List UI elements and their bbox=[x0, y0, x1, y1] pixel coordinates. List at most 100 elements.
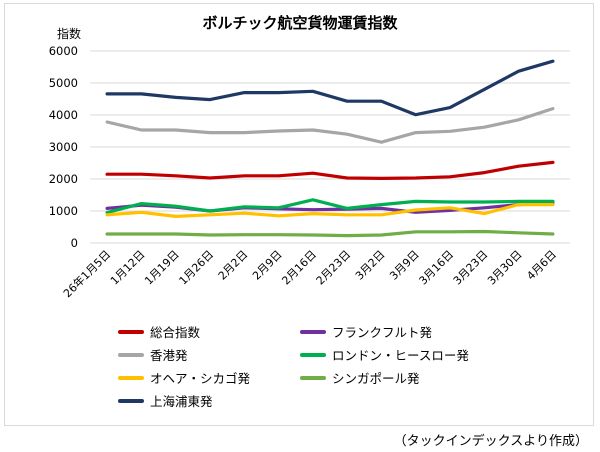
series-line-2 bbox=[105, 106, 555, 144]
data-point bbox=[345, 213, 349, 217]
data-point bbox=[243, 205, 246, 209]
legend-swatch bbox=[118, 375, 144, 380]
data-point bbox=[551, 107, 555, 110]
data-point bbox=[380, 203, 383, 206]
data-point bbox=[551, 203, 555, 206]
data-point bbox=[380, 177, 383, 180]
data-point bbox=[448, 209, 452, 212]
data-point bbox=[414, 208, 417, 212]
data-point bbox=[551, 232, 555, 236]
data-point bbox=[483, 171, 486, 174]
data-point bbox=[140, 232, 143, 236]
data-point bbox=[517, 231, 520, 234]
data-point bbox=[140, 128, 143, 132]
data-point bbox=[345, 207, 349, 210]
data-point bbox=[448, 175, 452, 178]
data-point bbox=[311, 233, 315, 237]
data-point bbox=[311, 172, 315, 175]
legend-label: オヘア・シカゴ発 bbox=[150, 371, 251, 386]
y-tick-label: 6000 bbox=[49, 44, 78, 58]
series-lines bbox=[105, 59, 555, 238]
x-tick-label: 2月23日 bbox=[314, 248, 354, 288]
data-point bbox=[174, 128, 177, 132]
data-point bbox=[448, 230, 452, 233]
data-point bbox=[243, 131, 246, 134]
data-point bbox=[380, 213, 383, 217]
data-point bbox=[174, 215, 177, 218]
data-point bbox=[208, 213, 212, 217]
data-point bbox=[243, 212, 246, 215]
data-point bbox=[277, 214, 280, 217]
y-tick-label: 1000 bbox=[49, 204, 78, 218]
data-point bbox=[105, 213, 109, 217]
data-point bbox=[243, 174, 246, 177]
data-point bbox=[448, 106, 452, 109]
data-point bbox=[345, 133, 349, 136]
data-point bbox=[448, 130, 452, 133]
data-point bbox=[174, 96, 177, 99]
data-point bbox=[380, 141, 383, 144]
data-point bbox=[517, 200, 520, 203]
data-point bbox=[448, 200, 452, 204]
y-tick-label: 5000 bbox=[49, 76, 78, 90]
x-tick-label: 3月30日 bbox=[485, 248, 525, 288]
x-tick-label: 3月23日 bbox=[451, 248, 491, 288]
data-point bbox=[414, 131, 417, 134]
data-point bbox=[551, 200, 555, 203]
chart-frame bbox=[4, 3, 594, 426]
data-point bbox=[208, 131, 212, 134]
data-point bbox=[174, 174, 177, 177]
legend-item: 上海浦東発 bbox=[118, 391, 213, 410]
data-point bbox=[414, 200, 417, 203]
data-point bbox=[483, 88, 486, 91]
data-point bbox=[140, 173, 143, 176]
source-note: （タックインデックスより作成） bbox=[393, 434, 588, 449]
data-point bbox=[174, 232, 177, 236]
legend-label: 香港発 bbox=[150, 348, 188, 363]
legend-item: シンガポール発 bbox=[300, 368, 420, 387]
legend-label: ロンドン・ヒースロー発 bbox=[332, 348, 469, 363]
data-point bbox=[380, 100, 383, 103]
data-point bbox=[208, 98, 212, 101]
data-point bbox=[140, 202, 143, 205]
x-tick-label: 26年1月5日 bbox=[60, 247, 113, 300]
legend-swatch bbox=[300, 352, 326, 357]
legend-swatch bbox=[118, 329, 144, 334]
data-point bbox=[345, 176, 349, 180]
data-point bbox=[243, 233, 246, 236]
data-point bbox=[311, 128, 315, 132]
x-tick-label: 1月26日 bbox=[177, 248, 217, 288]
data-point bbox=[380, 207, 383, 210]
y-tick-label: 2000 bbox=[49, 172, 78, 186]
data-point bbox=[517, 69, 520, 73]
series-line-6 bbox=[105, 59, 555, 117]
x-tick-label: 1月19日 bbox=[142, 248, 182, 288]
data-point bbox=[483, 125, 486, 129]
series-line-4 bbox=[105, 203, 555, 218]
data-point bbox=[551, 60, 555, 63]
data-point bbox=[140, 92, 143, 96]
legend-label: フランクフルト発 bbox=[332, 325, 433, 340]
y-tick-labels: 0 1000 2000 3000 4000 5000 6000 bbox=[49, 44, 78, 250]
data-point bbox=[414, 176, 417, 180]
y-tick-label: 0 bbox=[71, 236, 78, 250]
y-axis-label: 指数 bbox=[57, 27, 82, 41]
data-point bbox=[174, 205, 177, 208]
series-line-5 bbox=[105, 229, 555, 238]
x-tick-label: 4月6日 bbox=[524, 248, 559, 283]
data-point bbox=[277, 174, 280, 177]
legend-label: 上海浦東発 bbox=[150, 394, 213, 409]
data-point bbox=[105, 173, 109, 176]
data-point bbox=[277, 91, 280, 94]
legend-item: ロンドン・ヒースロー発 bbox=[300, 345, 469, 364]
data-point bbox=[277, 233, 280, 236]
series-line-0 bbox=[105, 160, 555, 180]
data-point bbox=[208, 209, 212, 213]
data-point bbox=[311, 212, 315, 215]
data-point bbox=[140, 211, 143, 214]
chart-title: ボルチック航空貨物運賃指数 bbox=[202, 14, 398, 32]
data-point bbox=[380, 233, 383, 237]
data-point bbox=[311, 198, 315, 201]
